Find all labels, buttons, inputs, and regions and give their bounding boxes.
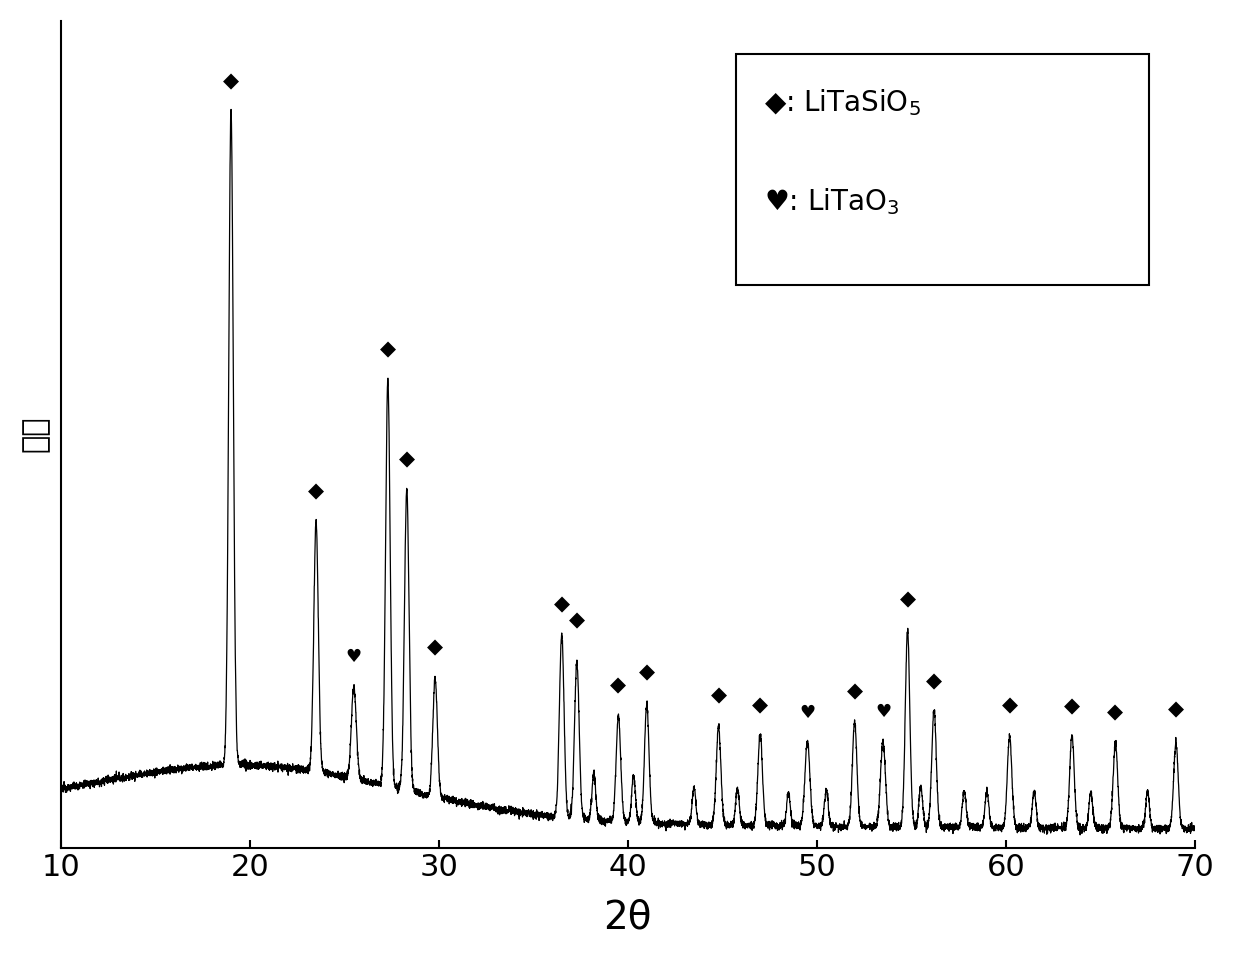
Text: ◆: ◆	[308, 481, 324, 501]
Text: ◆: ◆	[1108, 702, 1124, 722]
Text: ◆: ◆	[380, 340, 396, 360]
Text: ◆: ◆	[399, 450, 415, 470]
Text: ♥: ♥	[799, 704, 815, 722]
Y-axis label: 强度: 强度	[21, 416, 49, 453]
Text: ◆: ◆	[1065, 697, 1079, 717]
Text: ◆: ◆	[224, 71, 240, 91]
X-axis label: 2θ: 2θ	[604, 899, 652, 936]
Text: ◆: ◆	[926, 672, 942, 691]
Text: ◆: ◆	[847, 681, 862, 701]
Text: ◆: ◆	[427, 638, 443, 657]
FancyBboxPatch shape	[736, 54, 1150, 285]
Text: ♥: LiTaO$_3$: ♥: LiTaO$_3$	[764, 187, 899, 217]
Text: ♥: ♥	[874, 702, 890, 721]
Text: ◆: ◆	[710, 685, 726, 705]
Text: ◆: LiTaSiO$_5$: ◆: LiTaSiO$_5$	[764, 87, 921, 118]
Text: ◆: ◆	[1002, 696, 1018, 715]
Text: ◆: ◆	[610, 676, 626, 696]
Text: ◆: ◆	[638, 662, 655, 682]
Text: ◆: ◆	[1168, 699, 1184, 719]
Text: ◆: ◆	[752, 696, 768, 716]
Text: ♥: ♥	[346, 649, 362, 666]
Text: ◆: ◆	[553, 594, 569, 614]
Text: ◆: ◆	[569, 611, 585, 631]
Text: ◆: ◆	[899, 590, 915, 610]
